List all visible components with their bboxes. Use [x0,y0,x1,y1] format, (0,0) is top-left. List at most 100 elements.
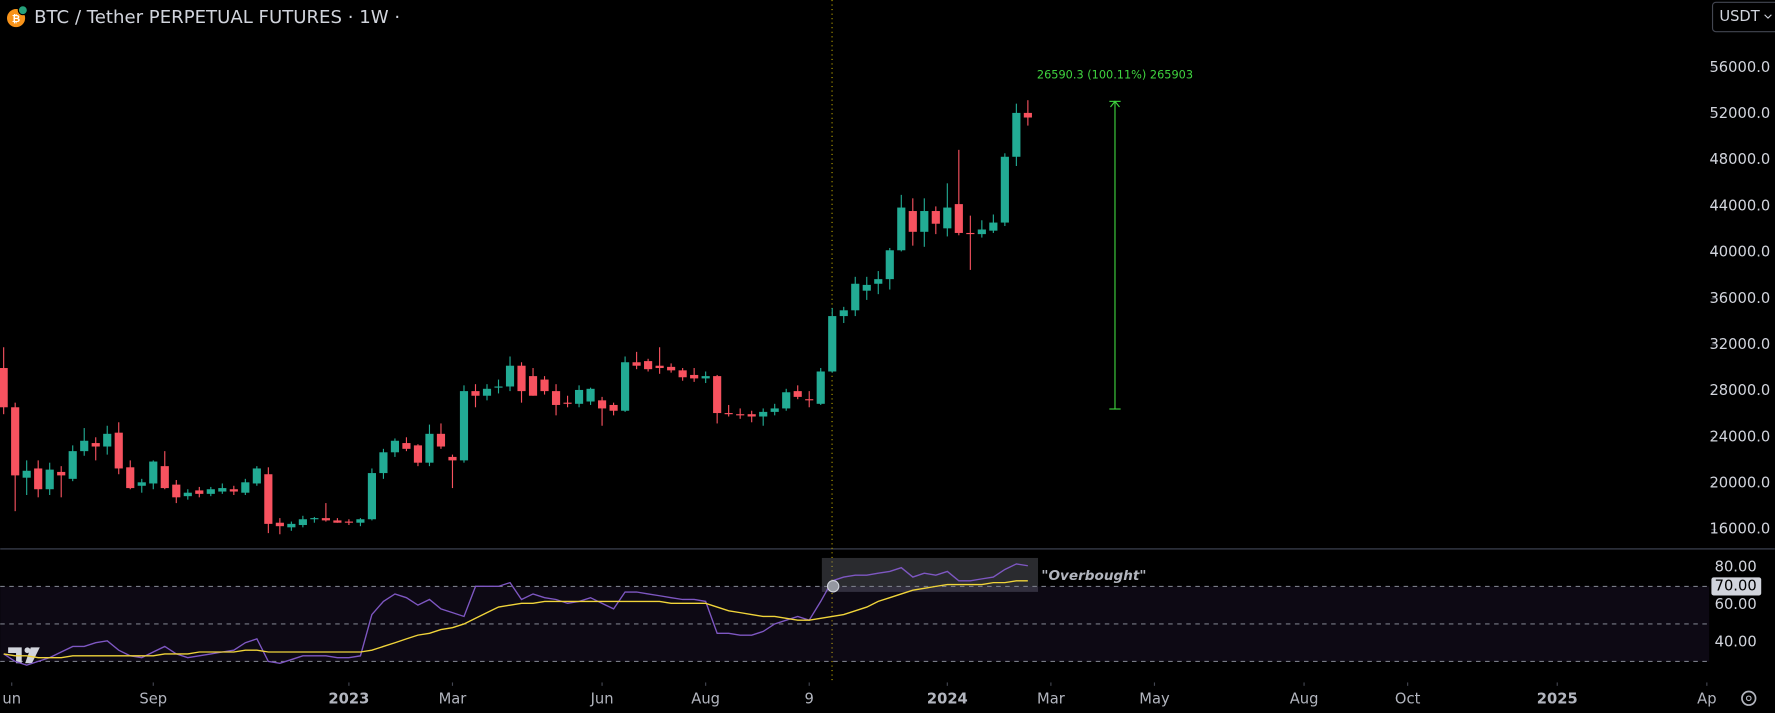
candle-body [644,361,653,370]
time-tick-label: Aug [1290,690,1319,707]
candle-body [563,402,572,404]
svg-text:₿: ₿ [12,13,20,25]
candle-body [149,461,158,484]
price-tick-label: 32000.0 [1709,336,1770,353]
time-tick-label: Jun [590,690,614,707]
rsi-tick-highlight [1711,577,1762,596]
rsi-annotation: "Overbought" [1041,568,1146,584]
symbol-icon: ₿ [7,5,28,28]
candle-body [45,469,54,490]
candle-body [609,404,618,411]
candle-body [482,388,492,396]
rsi-tick-label: 70.00 [1715,577,1757,594]
candle-body [494,386,503,388]
measure-label: 26590.3 (100.11%) 265903 [1037,68,1193,81]
candle-body [632,362,641,366]
candle-body [91,443,100,447]
candle-body [344,521,353,523]
settings-icon[interactable] [1741,690,1757,706]
candle-body [920,211,929,232]
price-tick-label: 48000.0 [1709,151,1770,168]
price-tick-label: 52000.0 [1709,105,1770,122]
candle-body [1023,112,1032,118]
time-tick-label: Mar [439,690,468,707]
rsi-tick-label: 60.00 [1715,596,1757,613]
candle-body [1012,112,1021,157]
candle-body [34,468,43,490]
candle-body [690,374,699,379]
candle-body [770,408,779,412]
candle-body [989,222,998,231]
candle-body [459,391,469,461]
candle-body [57,471,66,476]
candle-body [160,466,169,489]
candle-body [736,414,745,416]
candle-body [782,392,791,409]
candle-body [413,445,423,463]
crosshair-point [826,580,840,593]
candle-body [241,482,250,493]
candle-body [206,489,215,494]
candle-body [816,371,825,404]
candle-body [390,440,400,453]
candle-body [943,207,952,229]
candle-body [759,411,768,417]
candle-body [356,519,365,523]
candle-body [713,376,722,414]
candle-body [977,229,986,235]
time-tick-label: Mar [1037,690,1066,707]
candle-body [22,470,31,478]
candle-body [80,440,89,452]
candle-body [862,284,871,291]
candle-body [793,391,802,397]
candle-body [586,388,595,402]
candle-body [333,520,342,523]
candle-body [598,400,607,409]
price-tick-label: 36000.0 [1709,290,1770,307]
candle-body [172,484,181,498]
candle-body [264,474,273,524]
candle-body [310,518,319,520]
candle-body [367,473,376,520]
candle-body [528,376,538,396]
candle-body [471,391,480,396]
candle-body [655,365,664,369]
candle-body [11,407,20,476]
candle-body [287,523,296,528]
candle-body [126,467,135,489]
candle-body [252,468,261,484]
candle-body [218,488,227,492]
candle-body [379,452,388,474]
candle-body [103,433,112,447]
candle-body [448,456,457,461]
candle-body [137,482,146,486]
candle-body [805,399,814,401]
candle-body [0,368,8,408]
candle-body [931,211,940,224]
candle-body [114,432,123,469]
measure-arrow [1110,100,1120,108]
time-tick-label: 2025 [1537,690,1578,707]
candle-body [885,250,894,280]
candle-body [574,389,584,404]
time-tick-label: Sep [139,690,167,707]
price-tick-label: 40000.0 [1709,244,1770,261]
time-tick-label: May [1139,690,1170,707]
candle-body [275,522,284,527]
rsi-tick-label: 40.00 [1715,634,1757,651]
currency-label[interactable]: USDT [1719,8,1760,25]
candle-body [505,365,515,387]
candle-body [851,283,860,311]
candle-body [828,316,837,372]
time-tick-label: Oct [1395,690,1421,707]
time-tick-label: 2024 [927,690,968,707]
time-tick-label: un [2,690,21,707]
price-tick-label: 16000.0 [1709,521,1770,538]
price-tick-label: 20000.0 [1709,474,1770,491]
currency-button[interactable]: USDT [1711,1,1775,33]
candle-body [667,366,676,371]
candle-body [839,310,848,317]
candle-body [678,370,687,378]
candle-body [1000,156,1009,223]
